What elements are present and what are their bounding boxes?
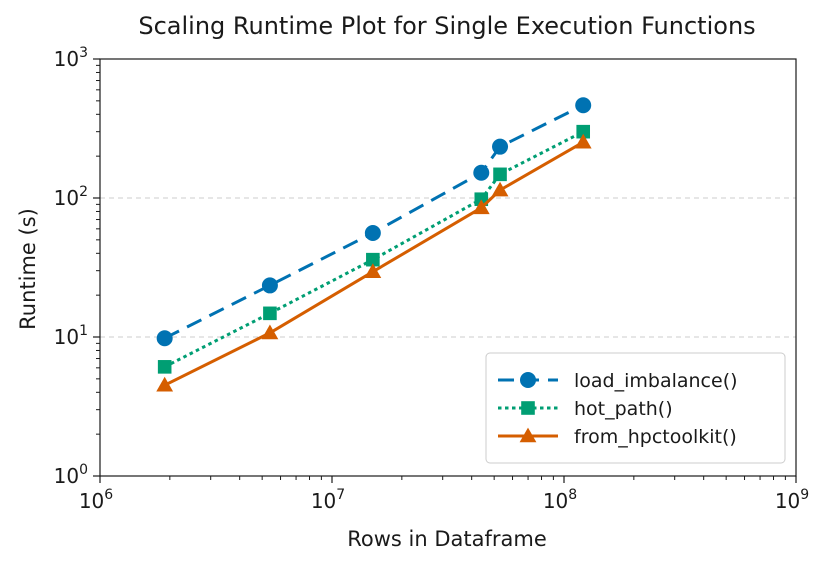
chart-title: Scaling Runtime Plot for Single Executio… (138, 12, 755, 40)
data-series (156, 97, 592, 392)
y-axis-ticks: 100 101 102 103 (54, 45, 100, 488)
data-point (473, 164, 490, 181)
series-0 (156, 97, 592, 347)
data-point (157, 360, 172, 374)
y-tick-label: 103 (54, 45, 88, 71)
y-tick-label: 100 (54, 462, 88, 488)
x-axis-label: Rows in Dataframe (347, 527, 547, 551)
series-2 (156, 133, 592, 392)
data-point (156, 330, 173, 347)
y-tick-label: 101 (54, 323, 88, 349)
data-point (364, 225, 381, 242)
legend-box (485, 352, 786, 464)
legend-label: load_imbalance() (574, 370, 738, 392)
data-point (364, 263, 382, 278)
series-line (164, 103, 584, 340)
data-point (261, 324, 279, 340)
data-point (491, 181, 509, 197)
x-tick-label: 107 (311, 487, 345, 513)
x-axis-ticks: 106 107 108 109 (79, 476, 809, 513)
x-tick-label: 106 (79, 487, 113, 513)
data-point (472, 199, 490, 215)
data-point (156, 376, 174, 392)
data-point (261, 277, 278, 294)
data-point (263, 306, 277, 321)
legend: load_imbalance() hot_path() from_hpctoolki… (485, 352, 786, 464)
legend-marker (520, 372, 536, 388)
series-line (164, 140, 584, 387)
data-point (576, 124, 591, 139)
x-tick-label: 108 (543, 487, 577, 513)
legend-label: hot_path() (574, 398, 673, 420)
legend-marker (521, 401, 535, 415)
data-point (575, 97, 592, 114)
series-line (164, 130, 584, 369)
series-1 (157, 124, 591, 374)
y-axis-label: Runtime (s) (16, 208, 40, 330)
legend-label: from_hpctoolkit() (574, 426, 737, 448)
data-point (493, 167, 507, 182)
data-point (574, 133, 592, 149)
y-tick-label: 102 (54, 184, 88, 210)
legend-marker (519, 427, 537, 443)
data-point (492, 138, 509, 155)
x-tick-label: 109 (775, 487, 809, 513)
data-point (366, 252, 380, 267)
plot-area-frame (99, 58, 797, 477)
